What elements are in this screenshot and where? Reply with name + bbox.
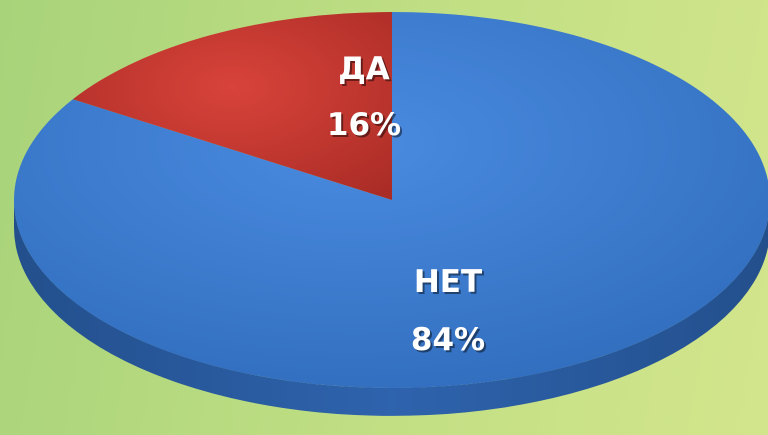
slice-no-percent-shadow: 84%: [413, 324, 487, 360]
pie-slice-yes: [72, 12, 392, 200]
slice-yes-percent: 16%: [327, 107, 401, 143]
slice-no-percent: 84%: [411, 322, 485, 358]
slice-no-label: НЕТ: [414, 264, 482, 300]
slice-yes-label: ДА: [338, 51, 390, 87]
pie-slice-no: [14, 12, 768, 388]
slice-no-label-shadow: НЕТ: [416, 266, 484, 302]
slice-yes-label-shadow: ДА: [340, 53, 392, 89]
slice-yes-percent-shadow: 16%: [329, 109, 403, 145]
